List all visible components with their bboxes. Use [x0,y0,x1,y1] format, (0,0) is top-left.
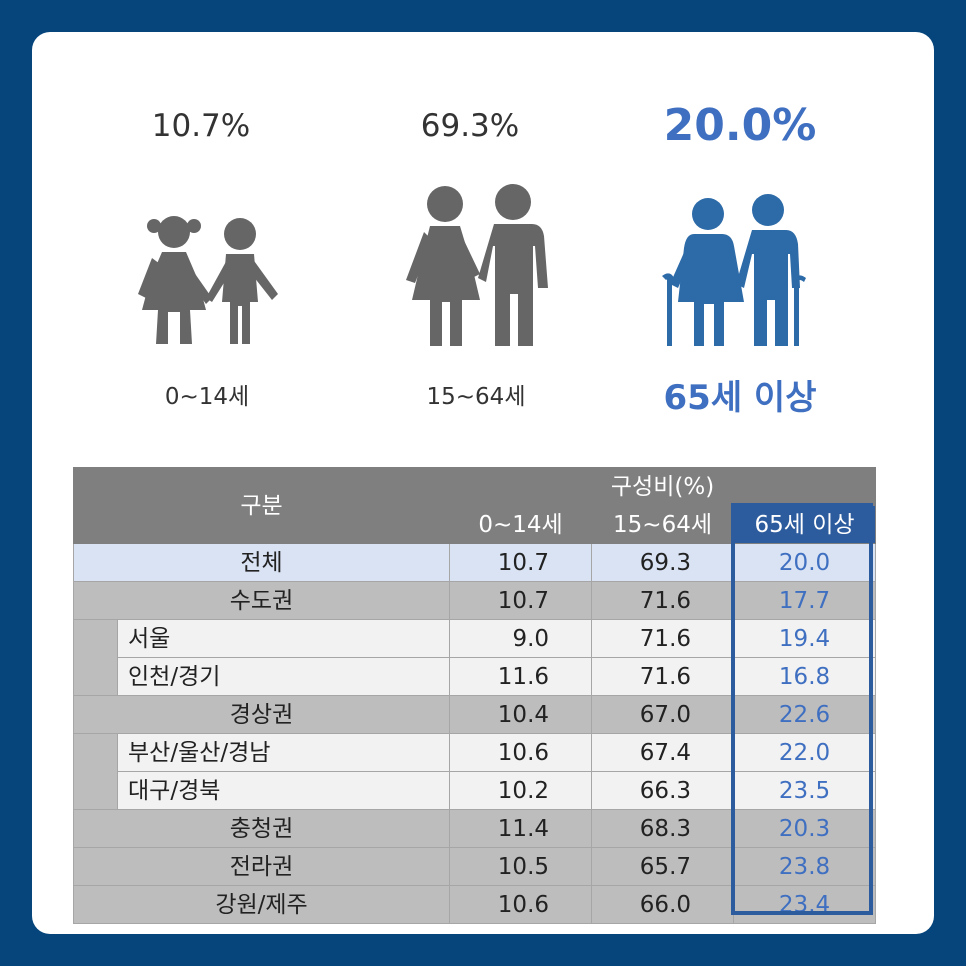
cell-elderly: 16.8 [733,657,877,696]
cell-working: 65.7 [591,847,735,886]
row-name: 부산/울산/경남 [116,733,451,772]
cell-working: 71.6 [591,619,735,658]
table-row: 서울 9.0 71.6 19.4 [73,619,877,658]
cell-children: 11.4 [449,809,593,848]
cell-elderly: 22.0 [733,733,877,772]
cell-children: 10.5 [449,847,593,886]
children-percent: 10.7% [151,108,251,144]
cell-elderly: 20.0 [733,543,877,582]
working-age-label: 15~64세 [426,384,526,410]
elderly-age-label: 65세 이상 [663,378,817,418]
row-name: 전라권 [72,847,451,886]
cell-children: 10.2 [449,771,593,810]
cell-children: 9.0 [449,619,593,658]
row-name: 전체 [72,543,451,582]
cell-children: 11.6 [449,657,593,696]
table-row: 수도권 10.7 71.6 17.7 [72,581,877,620]
row-name: 충청권 [72,809,451,848]
table-row: 전체 10.7 69.3 20.0 [72,543,877,582]
cell-elderly: 19.4 [733,619,877,658]
cell-working: 67.0 [591,695,735,734]
cell-children: 10.4 [449,695,593,734]
table-row: 경상권 10.4 67.0 22.6 [72,695,877,734]
working-age-percent: 69.3% [420,108,520,144]
header-composition: 구성비(%) [449,467,877,506]
table-row: 대구/경북 10.2 66.3 23.5 [73,771,877,810]
header-col-elderly: 65세 이상 [733,505,877,544]
row-name: 서울 [116,619,451,658]
cell-children: 10.6 [449,733,593,772]
indent-spacer [73,771,118,810]
cell-working: 68.3 [591,809,735,848]
cell-children: 10.7 [449,581,593,620]
cell-elderly: 23.8 [733,847,877,886]
row-name: 대구/경북 [116,771,451,810]
children-icon [138,216,278,344]
indent-spacer [73,733,118,772]
children-age-label: 0~14세 [164,384,250,410]
indent-spacer [73,657,118,696]
cell-elderly: 23.5 [733,771,877,810]
row-name: 인천/경기 [116,657,451,696]
cell-working: 66.3 [591,771,735,810]
cell-elderly: 23.4 [733,885,877,924]
table-row: 전라권 10.5 65.7 23.8 [72,847,877,886]
cell-working: 71.6 [591,657,735,696]
table-row: 강원/제주 10.6 66.0 23.4 [72,885,877,924]
row-name: 경상권 [72,695,451,734]
cell-children: 10.6 [449,885,593,924]
cell-working: 71.6 [591,581,735,620]
header-category: 구분 [72,467,451,544]
adults-icon [406,184,548,346]
cell-working: 67.4 [591,733,735,772]
composition-table: 구분 구성비(%) 0~14세 15~64세 65세 이상 전체 10.7 69… [72,467,877,924]
indent-spacer [73,619,118,658]
cell-elderly: 20.3 [733,809,877,848]
row-name: 수도권 [72,581,451,620]
header-col-working: 15~64세 [591,505,735,544]
cell-working: 66.0 [591,885,735,924]
cell-working: 69.3 [591,543,735,582]
elderly-icon [662,194,806,346]
table-row: 부산/울산/경남 10.6 67.4 22.0 [73,733,877,772]
elderly-percent: 20.0% [663,100,817,151]
table-row: 충청권 11.4 68.3 20.3 [72,809,877,848]
table-row: 인천/경기 11.6 71.6 16.8 [73,657,877,696]
header-col-children: 0~14세 [449,505,593,544]
cell-elderly: 22.6 [733,695,877,734]
row-name: 강원/제주 [72,885,451,924]
cell-elderly: 17.7 [733,581,877,620]
cell-children: 10.7 [449,543,593,582]
